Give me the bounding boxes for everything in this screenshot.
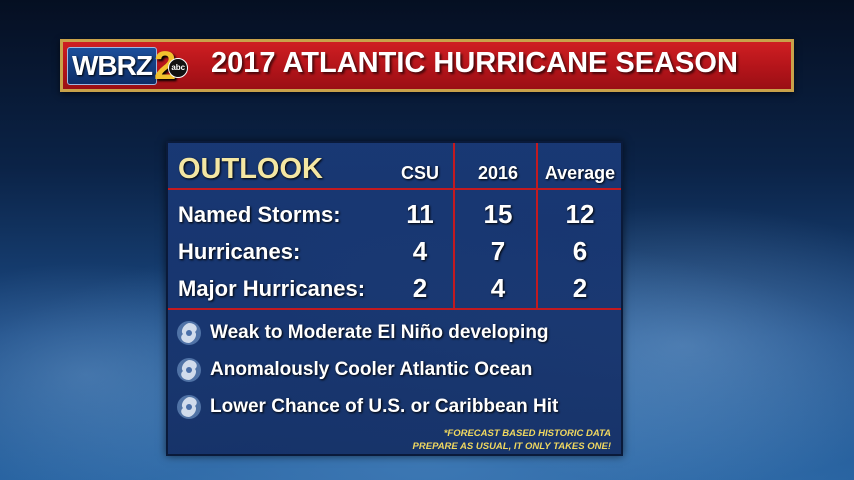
banner-title: 2017 ATLANTIC HURRICANE SEASON xyxy=(211,47,738,79)
bullet-item: Anomalously Cooler Atlantic Ocean xyxy=(176,357,532,383)
row-label-hurricanes: Hurricanes: xyxy=(178,239,301,264)
row-label-major-hurricanes: Major Hurricanes: xyxy=(178,276,366,301)
outlook-panel: OUTLOOK CSU 2016 Average Named Storms: 1… xyxy=(166,141,623,456)
column-header-2016: 2016 xyxy=(477,163,519,183)
footnote-forecast: *FORECAST BASED HISTORIC DATA xyxy=(443,428,611,439)
title-banner: WBRZ 2 abc 2017 ATLANTIC HURRICANE SEASO… xyxy=(60,39,794,92)
footnote-prepare: PREPARE AS USUAL, IT ONLY TAKES ONE! xyxy=(412,441,611,452)
value-2016-major-hurricanes: 4 xyxy=(490,273,506,303)
column-header-average: Average xyxy=(544,163,616,183)
value-average-major-hurricanes: 2 xyxy=(572,273,588,303)
hurricane-icon xyxy=(177,395,201,419)
value-csu-major-hurricanes: 2 xyxy=(412,273,428,303)
bullet-text: Lower Chance of U.S. or Caribbean Hit xyxy=(210,396,559,417)
grid-divider xyxy=(168,188,621,190)
bullet-text: Anomalously Cooler Atlantic Ocean xyxy=(210,359,533,380)
station-logo: WBRZ 2 abc xyxy=(67,45,189,86)
bullet-text: Weak to Moderate El Niño developing xyxy=(210,322,549,343)
row-label-named-storms: Named Storms: xyxy=(178,202,341,227)
value-average-hurricanes: 6 xyxy=(572,236,588,266)
network-logo: abc xyxy=(168,57,189,78)
value-csu-named-storms: 11 xyxy=(406,199,434,229)
grid-divider xyxy=(453,143,455,310)
value-2016-named-storms: 15 xyxy=(483,199,513,229)
value-2016-hurricanes: 7 xyxy=(490,236,506,266)
outlook-heading: OUTLOOK xyxy=(178,153,323,185)
value-csu-hurricanes: 4 xyxy=(412,236,428,266)
grid-divider xyxy=(536,143,538,310)
hurricane-icon xyxy=(177,321,201,345)
value-average-named-storms: 12 xyxy=(565,199,595,229)
bullet-item: Lower Chance of U.S. or Caribbean Hit xyxy=(176,394,558,420)
hurricane-icon xyxy=(177,358,201,382)
bullet-item: Weak to Moderate El Niño developing xyxy=(176,320,549,346)
grid-divider xyxy=(168,308,621,310)
column-header-csu: CSU xyxy=(400,163,439,183)
logo-text: WBRZ xyxy=(67,46,157,85)
